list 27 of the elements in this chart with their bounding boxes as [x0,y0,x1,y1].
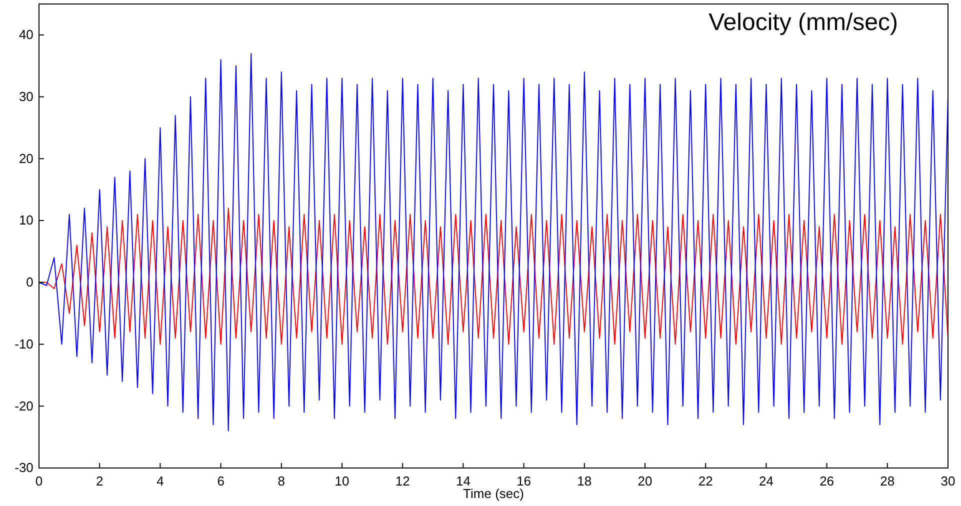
x-tick-label: 20 [638,473,652,488]
x-tick-label: 8 [278,473,286,488]
y-tick-label: 0 [26,274,34,290]
x-tick-label: 26 [820,473,834,488]
y-tick-label: 10 [18,212,34,228]
y-tick-label: 30 [18,88,34,104]
x-tick-label: 4 [156,473,164,488]
x-axis-title: Time (sec) [463,486,524,501]
x-tick-label: 10 [334,473,350,488]
x-tick-label: 24 [758,473,774,488]
x-tick-label: 6 [217,473,224,488]
x-tick-label: 2 [96,473,104,488]
x-tick-label: 22 [698,473,713,488]
y-tick-label: 40 [18,27,34,42]
x-tick-label: 28 [880,473,895,488]
x-tick-label: 12 [395,473,410,488]
y-tick-label: -20 [14,398,34,414]
y-tick-label: -30 [14,460,34,476]
x-tick-label: 18 [577,473,592,488]
y-tick-label: 20 [18,150,34,166]
x-tick-label: 14 [456,473,470,488]
x-tick-label: 16 [516,473,532,488]
x-tick-label: 30 [940,473,956,488]
line-series [38,52,948,432]
chart-title: Velocity (mm/sec) [708,9,898,36]
x-tick-label: 0 [35,473,43,488]
y-tick-label: -10 [14,336,34,352]
